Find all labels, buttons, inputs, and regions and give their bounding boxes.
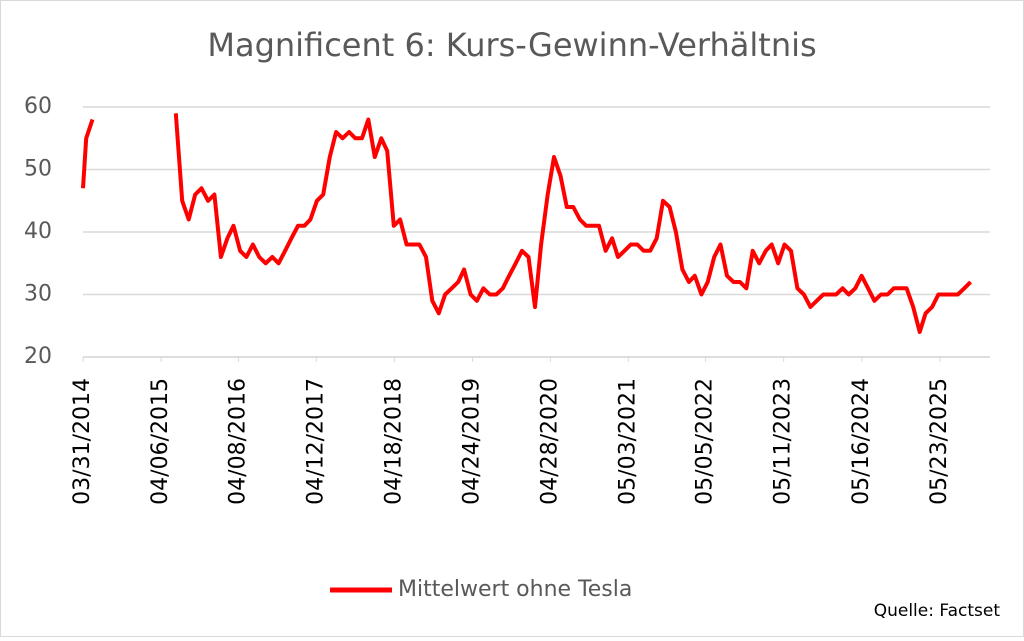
y-tick-label: 40 — [24, 219, 52, 244]
x-tick-label: 05/05/2022 — [693, 378, 718, 505]
chart-title: Magnificent 6: Kurs-Gewinn-Verhältnis — [207, 26, 816, 64]
x-tick-label: 04/24/2019 — [459, 378, 484, 505]
source-note: Quelle: Factset — [874, 601, 1001, 621]
y-tick-label: 60 — [24, 94, 52, 119]
x-tick-label: 04/18/2018 — [381, 378, 406, 505]
y-tick-label: 30 — [24, 282, 52, 307]
data-line — [81, 113, 973, 334]
y-tick-label: 50 — [24, 157, 52, 182]
x-tick-label: 05/03/2021 — [615, 378, 640, 505]
x-tick-label: 03/31/2014 — [70, 378, 95, 505]
x-tick-label: 04/06/2015 — [148, 378, 173, 505]
x-tick-label: 05/23/2025 — [927, 378, 952, 505]
x-tick-label: 05/11/2023 — [771, 378, 796, 505]
x-tick-label: 05/16/2024 — [849, 378, 874, 505]
y-tick-label: 20 — [24, 344, 52, 369]
x-tick-label: 04/08/2016 — [226, 378, 251, 505]
x-tick-label: 04/12/2017 — [303, 378, 328, 505]
x-tick-label: 04/28/2020 — [537, 378, 562, 505]
legend-label: Mittelwert ohne Tesla — [398, 577, 632, 602]
